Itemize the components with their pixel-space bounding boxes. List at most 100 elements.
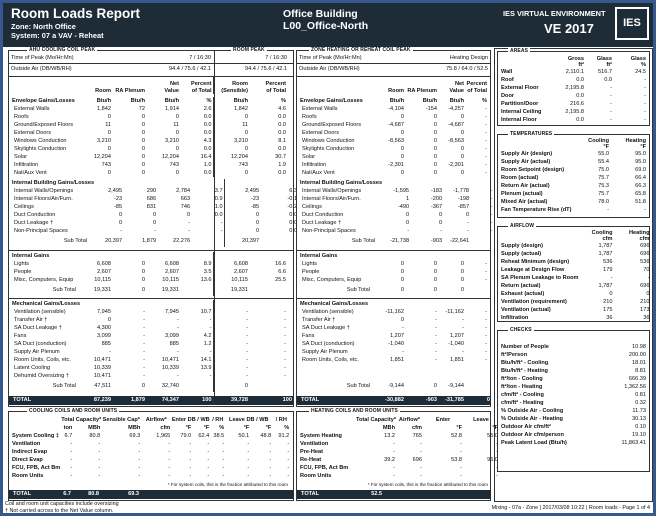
row-label: FCU, FPB, Act Bm: [300, 465, 349, 471]
section-title-row: Mechanical Gains/Losses: [10, 300, 287, 308]
cell-value: -: [610, 85, 612, 91]
heating-legend: ZONE HEATING OR REHEAT COIL PEAK: [309, 47, 413, 53]
cell-value: 16.6: [275, 261, 286, 267]
cell-value: 0: [212, 169, 249, 177]
table-row: Roofs 0 0 0 -: [298, 113, 488, 121]
cell-value: [180, 300, 213, 308]
row-label: [498, 229, 580, 242]
cell-value: 0.32: [635, 400, 646, 406]
cell-value: -: [154, 228, 157, 234]
cell-value: -: [212, 324, 249, 332]
cell-value: [470, 235, 493, 247]
cell-value: 0: [460, 114, 464, 120]
cell-value: 0: [141, 114, 145, 120]
cell-value: MBh: [128, 425, 141, 431]
row-label: Mechanical Gains/Losses: [300, 301, 369, 307]
row-label: Sub Total: [63, 238, 88, 244]
cell-value: 746: [180, 204, 191, 210]
row-label: ft²/Person: [501, 352, 528, 358]
cell-value: -: [485, 130, 487, 136]
cell-value: 0: [212, 380, 249, 392]
cell-value: 0.0: [576, 77, 584, 83]
table-row: Fans 3,099-3,099 4.2- -: [10, 332, 287, 340]
cell-value: 12,204: [93, 154, 111, 160]
row-label: Leakage at Design Flow: [501, 267, 565, 273]
cell-value: 55.4: [598, 159, 609, 165]
table-row: Nat/Aux Vent 0 0 0 -: [298, 169, 488, 177]
cell-value: -: [485, 122, 487, 128]
divider: [9, 250, 293, 251]
cell-value: -4,687: [388, 122, 404, 128]
cell-value: -: [247, 473, 250, 479]
cell-value: 13.2: [384, 433, 395, 439]
cell-value: 0.10: [635, 424, 646, 430]
report-header: Room Loads Report Zone: North Office Sys…: [3, 3, 653, 47]
row-label: Transfer Air †: [302, 317, 336, 323]
coil-row: Ventilation - - - -: [298, 440, 499, 448]
row-label: Sub Total: [351, 238, 376, 244]
cell-value: -: [269, 457, 272, 463]
cell-value: 0: [460, 269, 464, 275]
row-label: Partition/Door: [501, 101, 539, 107]
cell-value: 6,608: [97, 261, 111, 267]
cell-value: cfm: [160, 425, 171, 431]
cell-value: 686: [146, 196, 157, 202]
cell-value: 0: [175, 170, 179, 176]
cell-value: -: [610, 275, 613, 281]
cell-value: -85: [113, 204, 123, 210]
cell-value: 1.0: [203, 162, 212, 168]
cell-value: 3,210: [212, 137, 249, 145]
cell-value: -: [467, 220, 470, 226]
cell-value: 6.3: [289, 188, 298, 194]
table-row: Supply Air (actual) 55.4 95.0: [498, 158, 647, 166]
cell-value: RA Plenum: [407, 87, 437, 94]
cell-value: Net Value: [164, 81, 179, 94]
cell-value: 200.00: [628, 352, 646, 358]
cell-value: -: [207, 465, 210, 471]
cell-value: -: [420, 449, 422, 455]
row-label: External Walls: [14, 106, 50, 112]
cell-value: 536: [603, 259, 613, 265]
cooling-coils-total: TOTAL 6.7 80.8 69.3: [9, 490, 293, 499]
cell-value: 20,397: [104, 238, 123, 244]
cell-value: 663: [180, 196, 191, 202]
coil-row: System Heating 13.2 765 52.8 55.0: [298, 432, 499, 440]
row-label: [298, 424, 356, 432]
row-label: Peak Latent Load (Btu/h): [501, 440, 567, 446]
cell-value: -: [644, 93, 646, 99]
time-of-peak-value: 7 / 16:30: [189, 55, 211, 61]
cell-value: [123, 179, 157, 187]
cell-value: [438, 252, 465, 260]
cell-value: -: [485, 357, 487, 363]
row-label: Ground/Exposed Floors: [14, 122, 74, 128]
outside-air-value: 94.4 / 75.6 / 42.1: [169, 66, 211, 72]
cell-value: 100: [249, 396, 293, 405]
row-label: System Heating: [300, 433, 342, 439]
cell-value: 0: [107, 114, 111, 120]
table-row: ft²/ton - Cooling 666.39: [498, 375, 647, 383]
cell-value: %: [206, 98, 212, 104]
table-row: Ceilings -490 -367 -857 -: [298, 203, 493, 211]
cell-value: 743: [212, 161, 249, 169]
cell-value: 51.8: [635, 199, 646, 205]
cell-value: 36: [606, 315, 613, 321]
cell-value: [405, 252, 438, 260]
cell-value: [140, 490, 170, 499]
table-row: SA Duct (conduction) 885-885 1.2- -: [10, 340, 287, 348]
cell-value: 25.5: [275, 277, 286, 283]
cell-value: -: [485, 146, 487, 152]
row-label: Duct Conduction: [14, 212, 56, 218]
cell-value: -: [460, 449, 462, 455]
cell-value: 1.9: [278, 162, 286, 168]
row-label: Ventilation (actual): [501, 307, 551, 313]
cooling-mechanical-table: Mechanical Gains/Losses Ventilation (sens…: [10, 300, 287, 392]
cell-value: -: [143, 317, 145, 323]
cell-value: 36: [643, 315, 650, 321]
cell-value: 2,110.1: [565, 69, 584, 75]
cell-value: -2,301: [448, 162, 464, 168]
table-row: Ventilation (sensible) -11,162 - -11,162 -: [298, 308, 488, 316]
cell-value: MBh: [88, 425, 101, 431]
cell-value: -: [485, 154, 487, 160]
cell-value: Btu/h: [212, 97, 249, 105]
cell-value: 47,511: [94, 383, 111, 389]
